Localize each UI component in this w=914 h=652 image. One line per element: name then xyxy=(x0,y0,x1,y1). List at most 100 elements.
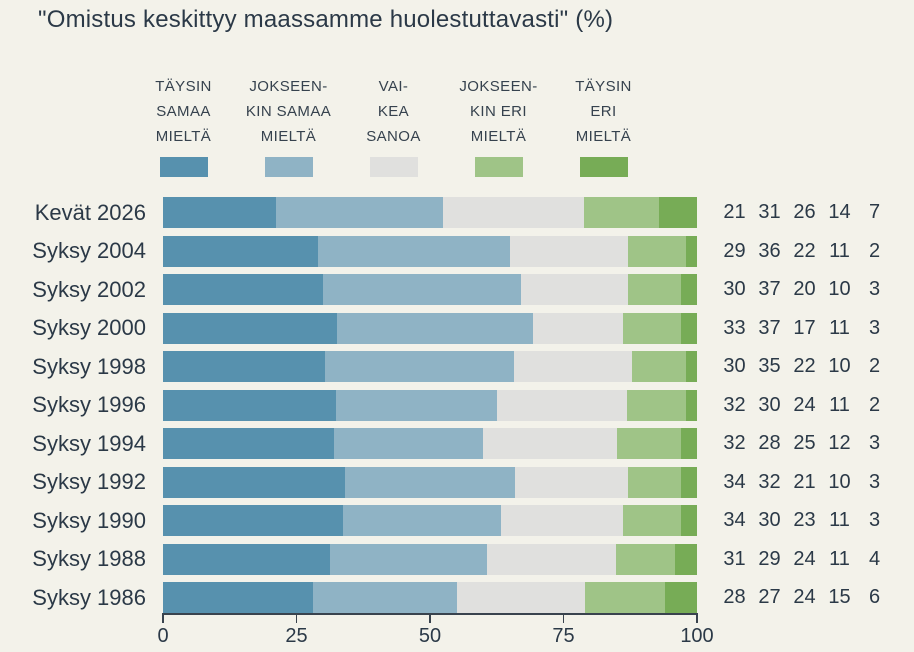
stacked-bar xyxy=(163,466,697,498)
bar-segment xyxy=(627,274,681,305)
value-label: 31 xyxy=(723,547,746,570)
value-label: 26 xyxy=(793,201,816,223)
value-label: 23 xyxy=(793,509,816,531)
legend-swatch xyxy=(474,157,523,177)
row-values: 33 37 17 11 3 xyxy=(717,317,892,340)
value-label: 6 xyxy=(868,586,881,608)
tick-mark xyxy=(162,613,164,623)
value-label: 11 xyxy=(829,509,850,531)
legend-item: VAI- KEA SANOA xyxy=(341,74,446,177)
chart-rows: Kevät 2026 21 31 26 14 7 Syksy 2004 29 36 22 11 2 Sy… xyxy=(0,197,914,613)
value-label: 24 xyxy=(793,547,816,570)
legend-label: JOKSEEN- KIN ERI MIELTÄ xyxy=(459,78,538,145)
row-values: 32 30 24 11 2 xyxy=(717,394,892,417)
row-label: Syksy 1996 xyxy=(32,392,146,417)
legend-item: JOKSEEN- KIN ERI MIELTÄ xyxy=(446,74,551,177)
bar-segment xyxy=(163,312,338,344)
row-label: Syksy 1990 xyxy=(32,507,146,533)
bar-segment xyxy=(337,312,534,344)
legend-swatch xyxy=(369,157,418,177)
legend-label: JOKSEEN- KIN SAMAA MIELTÄ xyxy=(245,78,332,145)
value-label: 3 xyxy=(868,278,881,300)
value-label: 2 xyxy=(868,393,881,416)
bar-segment xyxy=(681,505,697,536)
bar-segment xyxy=(163,428,334,459)
legend-label: VAI- KEA SANOA xyxy=(366,78,421,145)
value-label: 32 xyxy=(758,470,781,493)
bar-segment xyxy=(443,197,584,228)
bar-segment xyxy=(163,197,277,228)
chart-row: Syksy 1992 34 32 21 10 3 xyxy=(0,466,914,498)
bar-segment xyxy=(680,466,697,498)
tick-label: 50 xyxy=(418,625,442,647)
bar-segment xyxy=(680,428,697,459)
row-values: 34 32 21 10 3 xyxy=(717,471,892,494)
stacked-bar xyxy=(163,582,697,613)
value-label: 10 xyxy=(828,470,851,493)
value-label: 22 xyxy=(793,355,816,377)
value-label: 11 xyxy=(829,547,850,570)
row-label: Syksy 1988 xyxy=(32,546,146,571)
value-label: 27 xyxy=(758,586,781,608)
bar-segment xyxy=(622,312,682,344)
value-label: 14 xyxy=(828,201,851,223)
value-label: 24 xyxy=(793,393,816,416)
bar-segment xyxy=(323,274,521,305)
bar-segment xyxy=(324,351,514,382)
bar-segment xyxy=(276,197,444,228)
bar-segment xyxy=(520,274,628,305)
value-label: 22 xyxy=(793,239,816,262)
value-label: 3 xyxy=(868,432,881,454)
bar-segment xyxy=(335,389,498,421)
tick-mark xyxy=(295,613,297,623)
bar-segment xyxy=(686,235,697,267)
bar-segment xyxy=(584,582,665,613)
bar-segment xyxy=(163,582,313,613)
row-label: Syksy 2000 xyxy=(32,315,146,340)
bar-segment xyxy=(533,312,623,344)
value-label: 36 xyxy=(758,239,781,262)
legend-item: JOKSEEN- KIN SAMAA MIELTÄ xyxy=(236,74,341,177)
value-label: 20 xyxy=(793,278,816,300)
legend-item: TÄYSIN ERI MIELTÄ xyxy=(551,74,656,177)
value-label: 32 xyxy=(723,432,746,454)
bar-segment xyxy=(510,235,628,267)
value-label: 15 xyxy=(828,586,851,608)
bar-segment xyxy=(616,543,676,575)
chart-legend: TÄYSIN SAMAA MIELTÄ JOKSEEN- KIN SAMAA MI… xyxy=(131,74,656,177)
row-values: 28 27 24 15 6 xyxy=(717,586,892,609)
value-label: 31 xyxy=(758,201,781,223)
value-label: 32 xyxy=(723,393,746,416)
bar-segment xyxy=(163,505,343,536)
bar-segment xyxy=(686,351,697,382)
stacked-bar xyxy=(163,351,697,382)
bar-segment xyxy=(163,274,324,305)
legend-item: TÄYSIN SAMAA MIELTÄ xyxy=(131,74,236,177)
bar-segment xyxy=(333,428,484,459)
bar-segment xyxy=(686,389,697,421)
bar-segment xyxy=(501,505,623,536)
value-label: 12 xyxy=(828,432,851,454)
value-label: 30 xyxy=(723,278,746,300)
value-label: 3 xyxy=(868,316,881,339)
chart-row: Syksy 2000 33 37 17 11 3 xyxy=(0,312,914,344)
stacked-bar xyxy=(163,312,697,344)
bar-segment xyxy=(342,505,502,536)
value-label: 33 xyxy=(723,316,746,339)
stacked-bar xyxy=(163,505,697,536)
value-label: 34 xyxy=(723,509,746,531)
value-label: 11 xyxy=(829,316,850,339)
chart-row: Syksy 2004 29 36 22 11 2 xyxy=(0,235,914,267)
bar-segment xyxy=(163,543,331,575)
value-label: 11 xyxy=(829,393,850,416)
stacked-bar xyxy=(163,389,697,421)
stacked-bar xyxy=(163,235,697,267)
bar-segment xyxy=(344,466,516,498)
bar-segment xyxy=(312,582,457,613)
value-label: 25 xyxy=(793,432,816,454)
value-label: 2 xyxy=(868,239,881,262)
value-label: 11 xyxy=(829,239,850,262)
tick-mark xyxy=(429,613,431,623)
legend-swatch xyxy=(579,157,628,177)
bar-segment xyxy=(330,543,487,575)
